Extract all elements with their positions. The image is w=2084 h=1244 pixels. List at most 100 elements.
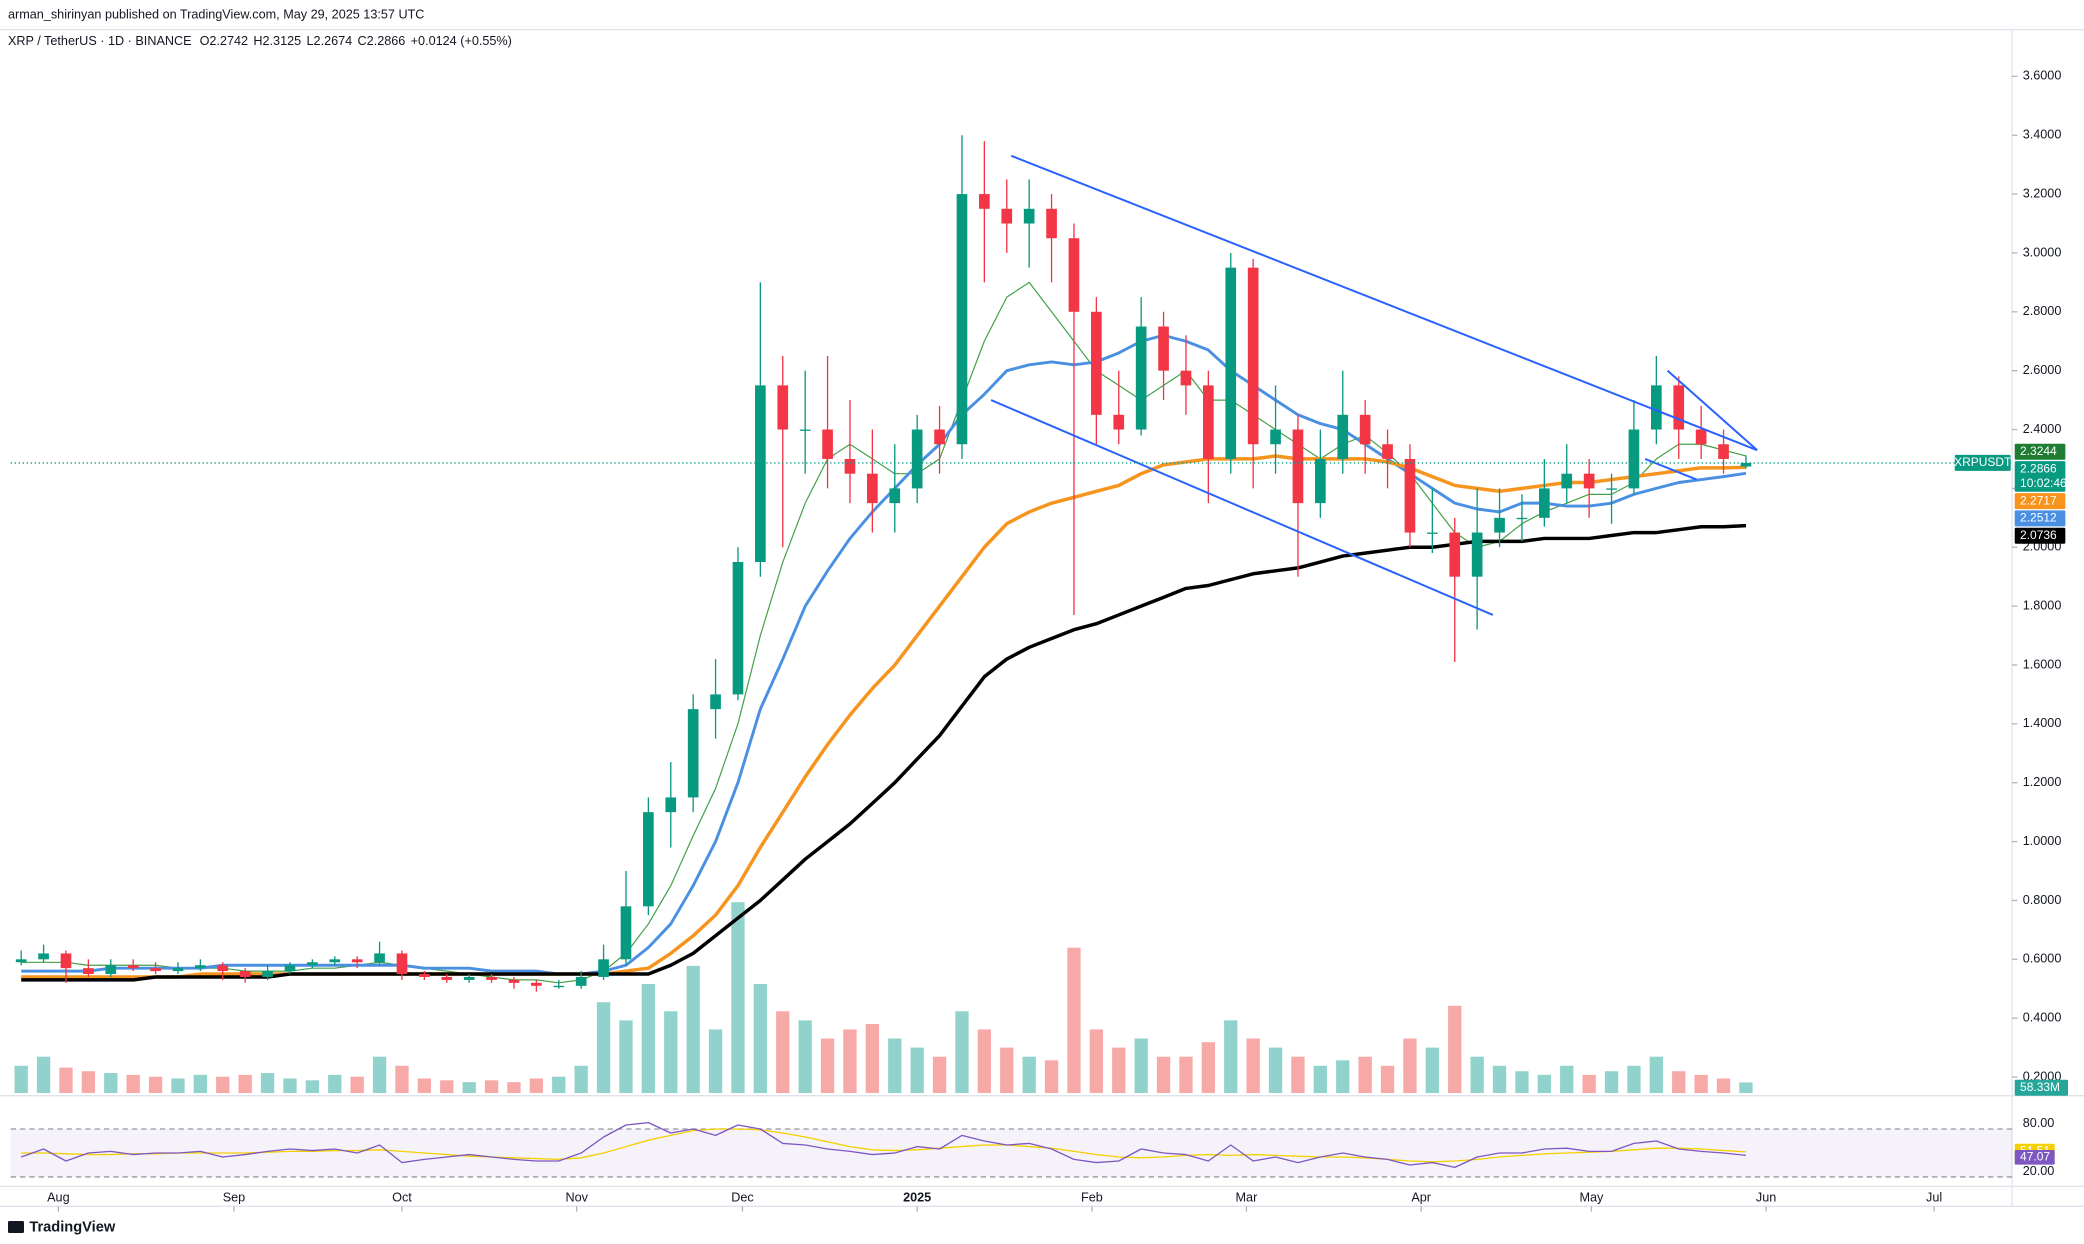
volume-bar bbox=[820, 1038, 835, 1094]
volume-bar bbox=[440, 1080, 454, 1094]
y-tick-label: 0.8000 bbox=[2023, 893, 2062, 907]
candle-body bbox=[1740, 462, 1752, 467]
candle-body bbox=[1180, 370, 1192, 386]
y-tick-label: 2.4000 bbox=[2023, 422, 2062, 436]
volume-bar bbox=[1044, 1060, 1059, 1094]
volume-bar bbox=[14, 1065, 28, 1094]
candle-body bbox=[598, 959, 609, 977]
candle-body bbox=[1315, 458, 1326, 504]
candle-body bbox=[105, 965, 117, 975]
candle-body bbox=[979, 194, 990, 209]
moving-average bbox=[21, 333, 1747, 976]
volume-bar bbox=[708, 1029, 723, 1094]
candle-body bbox=[1091, 311, 1102, 415]
volume-bar bbox=[1112, 1047, 1126, 1094]
volume-bar bbox=[59, 1067, 73, 1094]
candle-body bbox=[195, 965, 206, 969]
candle-body bbox=[351, 959, 363, 963]
volume-bar bbox=[1448, 1005, 1462, 1094]
volume-bar bbox=[529, 1078, 544, 1094]
brand-logo bbox=[7, 1220, 24, 1233]
volume-bar bbox=[81, 1071, 96, 1094]
ohlc-value: L2.2674 bbox=[307, 34, 353, 48]
volume-bar bbox=[1627, 1065, 1641, 1094]
volume-bar bbox=[910, 1047, 924, 1094]
price-tag-label: 2.2717 bbox=[2020, 493, 2057, 507]
price-tag bbox=[2014, 527, 2066, 544]
countdown: 10:02:46 bbox=[2020, 476, 2067, 490]
volume-bar bbox=[1000, 1047, 1014, 1094]
candle-body bbox=[307, 962, 318, 966]
rsi-tick-label: 80.00 bbox=[2023, 1116, 2055, 1130]
volume-bar bbox=[216, 1076, 230, 1094]
candle-body bbox=[1673, 385, 1685, 430]
candle-body bbox=[239, 971, 251, 977]
volume-bar bbox=[484, 1080, 499, 1094]
candle-body bbox=[217, 965, 229, 972]
candle-body bbox=[508, 979, 520, 983]
ohlc-value: O2.2742 bbox=[200, 34, 248, 48]
volume-bar bbox=[1224, 1020, 1238, 1094]
volume-bar bbox=[596, 1002, 611, 1094]
x-tick-label: Apr bbox=[1411, 1191, 1431, 1205]
candle-body bbox=[575, 976, 587, 986]
volume-bar bbox=[171, 1078, 185, 1094]
candle-body bbox=[665, 797, 677, 813]
volume-bar bbox=[1134, 1038, 1148, 1094]
candle-body bbox=[755, 385, 766, 562]
price-tag bbox=[2014, 443, 2066, 460]
price-tag-label: 2.3244 bbox=[2020, 444, 2057, 458]
candle-body bbox=[150, 968, 161, 972]
y-tick-label: 3.4000 bbox=[2023, 128, 2062, 142]
volume-tag-label: 58.33M bbox=[2020, 1080, 2060, 1094]
volume-bar bbox=[350, 1076, 364, 1094]
candle-body bbox=[1292, 429, 1304, 504]
candle-body bbox=[1270, 429, 1281, 445]
candle-body bbox=[463, 976, 475, 980]
candle-body bbox=[1583, 473, 1595, 489]
candle-body bbox=[15, 959, 27, 963]
volume-bar bbox=[843, 1029, 857, 1094]
candle-body bbox=[262, 971, 273, 977]
candle-body bbox=[687, 709, 699, 798]
price-tag bbox=[2014, 510, 2066, 527]
volume-bar bbox=[1672, 1071, 1686, 1094]
volume-bar bbox=[126, 1074, 140, 1094]
candle-body bbox=[1113, 414, 1125, 430]
volume-bar bbox=[283, 1078, 297, 1094]
rsi-ma bbox=[21, 1128, 1746, 1163]
volume-bar bbox=[395, 1065, 409, 1094]
volume-bar bbox=[328, 1074, 342, 1094]
y-tick-label: 1.0000 bbox=[2023, 834, 2062, 848]
candle-body bbox=[1158, 326, 1169, 371]
candle-body bbox=[396, 953, 408, 975]
volume-bar bbox=[1156, 1056, 1171, 1094]
volume-bar bbox=[1089, 1029, 1104, 1094]
volume-bar bbox=[1739, 1082, 1753, 1094]
candle-body bbox=[1225, 267, 1237, 459]
y-tick-label: 3.2000 bbox=[2023, 186, 2062, 200]
ticker: XRPUSDT bbox=[1954, 455, 2012, 469]
candle-body bbox=[643, 812, 654, 907]
candle-body bbox=[284, 965, 296, 972]
x-tick-label: Oct bbox=[392, 1191, 412, 1205]
volume-bar bbox=[574, 1065, 588, 1094]
symbol: XRP / TetherUS · 1D · BINANCE bbox=[8, 34, 192, 48]
ohlc-value: H2.3125 bbox=[253, 34, 301, 48]
trendline bbox=[1666, 369, 1758, 451]
trendline bbox=[1010, 154, 1758, 452]
volume-bar bbox=[1515, 1071, 1529, 1094]
candle-body bbox=[620, 906, 632, 960]
volume-bar bbox=[193, 1074, 208, 1094]
volume-bar bbox=[664, 1011, 678, 1094]
candle-body bbox=[1068, 238, 1080, 312]
candle-body bbox=[799, 429, 811, 431]
volume-bar bbox=[372, 1056, 387, 1094]
candle-body bbox=[1135, 326, 1147, 430]
volume-bar bbox=[888, 1038, 902, 1094]
volume-bar bbox=[1268, 1047, 1283, 1094]
rsi-tick-label: 20.00 bbox=[2023, 1164, 2055, 1178]
candle-body bbox=[531, 982, 542, 986]
